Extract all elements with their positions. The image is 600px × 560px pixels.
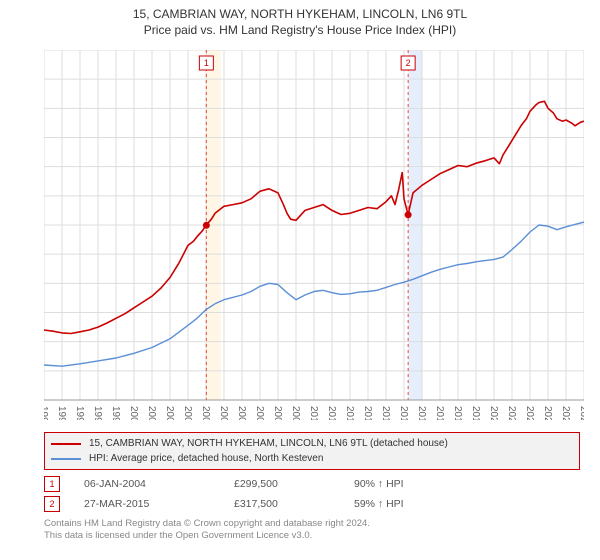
x-tick-label: 1998 [92, 406, 103, 420]
title-line-2: Price paid vs. HM Land Registry's House … [0, 22, 600, 38]
sale-price: £317,500 [234, 498, 354, 510]
footer-line-2: This data is licensed under the Open Gov… [44, 530, 370, 542]
x-tick-label: 2021 [506, 406, 517, 420]
x-tick-label: 2014 [380, 406, 391, 420]
x-tick-label: 2002 [164, 406, 175, 420]
price-chart: £0£50K£100K£150K£200K£250K£300K£350K£400… [44, 50, 584, 420]
sale-marker-number: 2 [406, 58, 411, 68]
sale-row-marker: 2 [44, 496, 60, 512]
legend-label: HPI: Average price, detached house, Nort… [89, 453, 323, 464]
footer-attribution: Contains HM Land Registry data © Crown c… [44, 518, 370, 543]
x-tick-label: 1996 [56, 406, 67, 420]
sales-table: 1 06-JAN-2004£299,50090% ↑ HPI 2 27-MAR-201… [44, 474, 474, 514]
chart-title: 15, CAMBRIAN WAY, NORTH HYKEHAM, LINCOLN… [0, 0, 600, 38]
x-tick-label: 2007 [254, 406, 265, 420]
legend-item: HPI: Average price, detached house, Nort… [51, 451, 573, 466]
x-tick-label: 2019 [470, 406, 481, 420]
title-line-1: 15, CAMBRIAN WAY, NORTH HYKEHAM, LINCOLN… [0, 6, 600, 22]
x-tick-label: 2025 [578, 406, 584, 420]
x-tick-label: 2001 [146, 406, 157, 420]
sale-date: 06-JAN-2004 [84, 478, 234, 490]
sale-date: 27-MAR-2015 [84, 498, 234, 510]
sale-price: £299,500 [234, 478, 354, 490]
footer-line-1: Contains HM Land Registry data © Crown c… [44, 518, 370, 530]
x-tick-label: 2011 [326, 406, 337, 420]
x-tick-label: 2024 [560, 406, 571, 420]
x-tick-label: 2003 [182, 406, 193, 420]
x-tick-label: 2004 [200, 406, 211, 420]
sale-row: 2 27-MAR-2015£317,50059% ↑ HPI [44, 494, 474, 514]
x-tick-label: 2017 [434, 406, 445, 420]
legend-label: 15, CAMBRIAN WAY, NORTH HYKEHAM, LINCOLN… [89, 438, 448, 449]
x-tick-label: 2000 [128, 406, 139, 420]
legend-item: 15, CAMBRIAN WAY, NORTH HYKEHAM, LINCOLN… [51, 436, 573, 451]
x-tick-label: 2015 [398, 406, 409, 420]
x-tick-label: 2023 [542, 406, 553, 420]
x-tick-label: 2018 [452, 406, 463, 420]
x-tick-label: 2013 [362, 406, 373, 420]
x-tick-label: 2010 [308, 406, 319, 420]
x-tick-label: 1999 [110, 406, 121, 420]
sale-pct-hpi: 90% ↑ HPI [354, 478, 474, 490]
sale-row-marker: 1 [44, 476, 60, 492]
x-tick-label: 2005 [218, 406, 229, 420]
x-tick-label: 1995 [44, 406, 49, 420]
x-tick-label: 2012 [344, 406, 355, 420]
x-tick-label: 2022 [524, 406, 535, 420]
sale-row: 1 06-JAN-2004£299,50090% ↑ HPI [44, 474, 474, 494]
x-tick-label: 1997 [74, 406, 85, 420]
x-tick-label: 2006 [236, 406, 247, 420]
sale-marker-number: 1 [204, 58, 209, 68]
legend-swatch [51, 458, 81, 460]
x-tick-label: 2008 [272, 406, 283, 420]
legend-swatch [51, 443, 81, 445]
x-tick-label: 2016 [416, 406, 427, 420]
x-tick-label: 2020 [488, 406, 499, 420]
legend: 15, CAMBRIAN WAY, NORTH HYKEHAM, LINCOLN… [44, 432, 580, 470]
sale-pct-hpi: 59% ↑ HPI [354, 498, 474, 510]
x-tick-label: 2009 [290, 406, 301, 420]
